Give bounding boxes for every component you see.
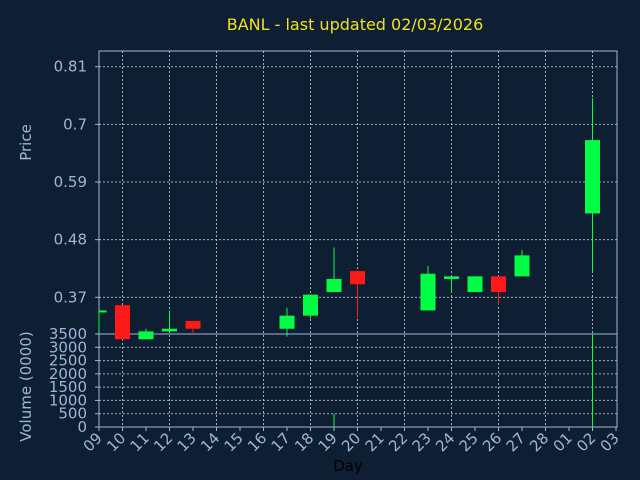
x-tick-label: 13 <box>174 429 200 455</box>
volume-tick-label: 3500 <box>49 325 87 343</box>
x-tick-label: 20 <box>338 429 364 455</box>
volume-tick-label: 1500 <box>49 378 87 396</box>
x-tick-label: 03 <box>597 429 623 455</box>
candle-body <box>115 305 130 340</box>
x-tick-label: 18 <box>291 429 317 455</box>
candle-body <box>350 271 365 285</box>
candle-body <box>491 276 506 293</box>
price-tick-label: 0.48 <box>54 231 87 249</box>
x-tick-label: 21 <box>362 429 388 455</box>
x-tick-label: 19 <box>315 429 341 455</box>
candle-body <box>420 273 436 311</box>
candle-body <box>326 278 342 293</box>
x-tick-label: 17 <box>268 429 294 455</box>
x-axis-title: Day <box>333 457 363 475</box>
candle-body <box>138 331 154 340</box>
x-tick-label: 22 <box>385 429 411 455</box>
x-tick-label: 28 <box>526 429 552 455</box>
price-tick-label: 0.81 <box>54 58 87 76</box>
x-tick-label: 10 <box>103 429 129 455</box>
x-tick-label: 26 <box>479 429 505 455</box>
x-tick-label: 02 <box>573 429 599 455</box>
volume-tick-label: 0 <box>77 418 87 436</box>
x-tick-label: 01 <box>550 429 576 455</box>
price-tick-label: 0.37 <box>54 288 87 306</box>
candle-body <box>99 310 107 313</box>
candle-body <box>303 294 318 316</box>
x-tick-label: 12 <box>150 429 176 455</box>
volume-axis-title: Volume (0000) <box>17 331 35 441</box>
candle-body <box>467 276 483 293</box>
x-tick-label: 25 <box>456 429 482 455</box>
chart-title: BANL - last updated 02/03/2026 <box>227 15 484 34</box>
volume-tick-label: 500 <box>58 405 87 423</box>
candle-body <box>585 140 600 214</box>
x-tick-label: 14 <box>197 429 223 455</box>
candle-body <box>185 320 201 329</box>
x-tick-label: 23 <box>409 429 435 455</box>
x-tick-label: 27 <box>503 429 529 455</box>
x-tick-label: 15 <box>221 429 247 455</box>
x-tick-label: 24 <box>432 429 458 455</box>
candle-body <box>514 255 530 277</box>
x-tick-label: 11 <box>127 429 153 455</box>
volume-tick-label: 1000 <box>49 391 87 409</box>
candle-body <box>444 276 459 279</box>
volume-tick-label: 3000 <box>49 338 87 356</box>
price-tick-label: 0.7 <box>63 115 87 133</box>
price-axis-title: Price <box>17 124 35 161</box>
price-tick-label: 0.59 <box>54 173 87 191</box>
volume-tick-label: 2000 <box>49 365 87 383</box>
volume-tick-label: 2500 <box>49 352 87 370</box>
x-tick-label: 16 <box>244 429 270 455</box>
candle-body <box>162 328 177 332</box>
candle-body <box>279 315 295 329</box>
